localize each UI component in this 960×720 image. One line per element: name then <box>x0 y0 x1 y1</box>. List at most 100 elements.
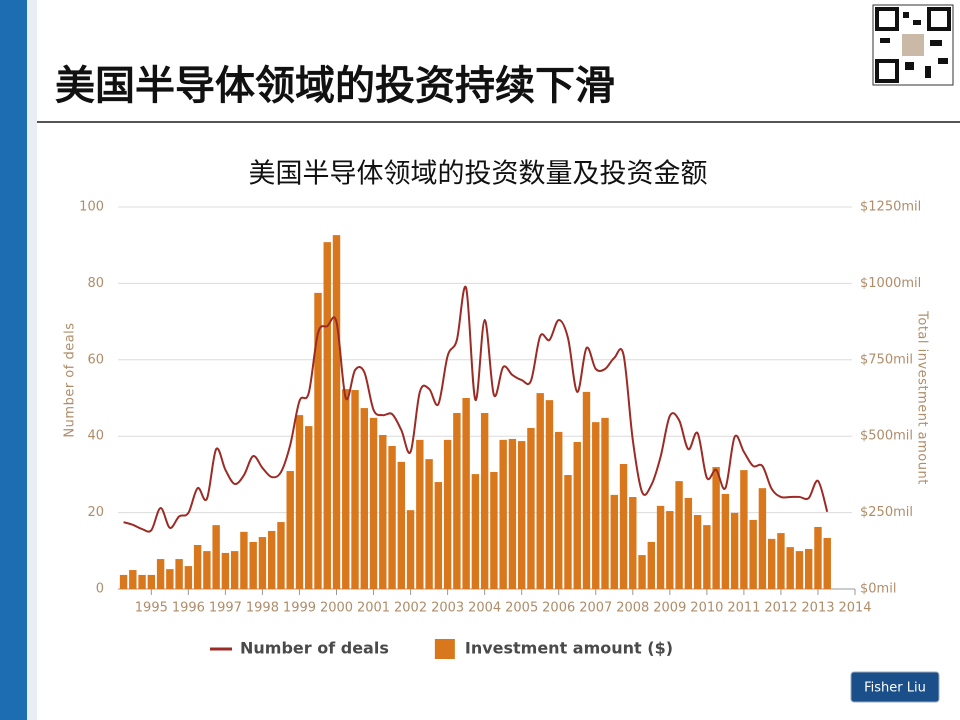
bar <box>416 439 424 589</box>
y2-tick-label: $1000mil <box>860 276 921 291</box>
badge-text: Fisher Liu <box>864 681 926 696</box>
bar <box>212 525 220 589</box>
bar <box>166 569 174 589</box>
y2-tick-label: $250mil <box>860 505 913 520</box>
x-tick-label: 2013 <box>801 601 834 616</box>
x-tick-label: 1995 <box>135 601 168 616</box>
bar <box>545 400 554 589</box>
bar <box>712 467 720 589</box>
x-tick-label: 2012 <box>764 601 797 616</box>
badge <box>850 671 940 703</box>
bar <box>360 408 368 589</box>
bar <box>582 391 591 589</box>
bar <box>527 427 535 589</box>
bar <box>267 530 276 589</box>
line <box>123 285 829 533</box>
bar <box>610 494 618 589</box>
bar <box>443 439 452 589</box>
bar <box>629 497 637 589</box>
bar <box>758 488 767 589</box>
x-tick-label: 2000 <box>320 601 353 616</box>
x-tick-label: 2008 <box>616 601 649 616</box>
y-tick-label: 40 <box>87 429 104 444</box>
y2-tick-label: $0mil <box>860 582 896 597</box>
slide-title: 美国半导体领域的投资持续下滑 <box>55 63 615 109</box>
x-tick-label: 2006 <box>542 601 575 616</box>
bar <box>314 292 322 589</box>
bar <box>462 398 470 589</box>
bar <box>323 242 331 590</box>
bar <box>777 533 785 589</box>
bar <box>369 417 378 589</box>
x-tick-label: 1997 <box>209 601 242 616</box>
bar <box>388 445 396 589</box>
bar <box>406 510 415 589</box>
x-tick-label: 2003 <box>431 601 464 616</box>
bar <box>305 426 313 589</box>
x-tick-label: 2010 <box>690 601 723 616</box>
bar <box>351 390 359 589</box>
bar <box>295 415 304 589</box>
bar <box>425 459 433 589</box>
bar <box>156 559 165 589</box>
bar <box>258 537 267 589</box>
bar <box>536 393 544 589</box>
bar <box>666 511 674 589</box>
bar <box>342 389 350 589</box>
bar <box>814 526 822 589</box>
y-tick-label: 20 <box>87 505 104 520</box>
bar <box>221 552 230 589</box>
side-bar <box>0 0 27 720</box>
legend-swatch <box>434 639 455 659</box>
bar <box>249 541 257 589</box>
bar <box>240 531 248 589</box>
bar <box>230 551 239 589</box>
x-tick-label: 2001 <box>357 601 390 616</box>
bar <box>573 442 581 589</box>
x-tick-label: 1998 <box>246 601 279 616</box>
bar <box>564 475 572 589</box>
y2-tick-label: $1250mil <box>860 200 921 215</box>
chart-title: 美国半导体领域的投资数量及投资金额 <box>249 159 708 190</box>
bar <box>203 551 211 589</box>
x-tick-label: 2011 <box>727 601 760 616</box>
x-tick-label: 2004 <box>468 601 501 616</box>
y2-axis-title: Total investment amount <box>915 310 930 485</box>
bar <box>277 522 285 589</box>
bar <box>638 555 646 589</box>
bar <box>684 497 693 589</box>
bar <box>517 441 526 589</box>
bar <box>693 515 702 589</box>
bar <box>647 541 656 589</box>
bar <box>823 537 831 589</box>
bar <box>508 438 517 589</box>
x-tick-label: 1996 <box>172 601 205 616</box>
bar <box>184 566 193 589</box>
bar <box>656 505 665 589</box>
bar <box>119 574 128 589</box>
legend-label: Number of deals <box>240 639 389 658</box>
x-tick-label: 2002 <box>394 601 427 616</box>
bar <box>147 574 156 589</box>
x-tick-label: 2007 <box>579 601 612 616</box>
y2-tick-label: $500mil <box>860 429 913 444</box>
bar <box>480 412 489 589</box>
bar <box>397 461 406 589</box>
x-tick-label: 1999 <box>283 601 316 616</box>
bar <box>721 493 730 589</box>
bar <box>592 422 600 589</box>
bar <box>703 525 711 589</box>
x-tick-label: 2014 <box>838 601 871 616</box>
y-tick-label: 100 <box>79 200 104 215</box>
y2-tick-label: $750mil <box>860 352 913 367</box>
y-tick-label: 0 <box>96 582 104 597</box>
bar <box>286 471 294 589</box>
bar <box>434 482 443 589</box>
bar <box>767 538 776 589</box>
bar <box>499 439 507 589</box>
bar <box>601 417 609 589</box>
side-strip <box>27 0 37 720</box>
bar <box>555 431 563 589</box>
